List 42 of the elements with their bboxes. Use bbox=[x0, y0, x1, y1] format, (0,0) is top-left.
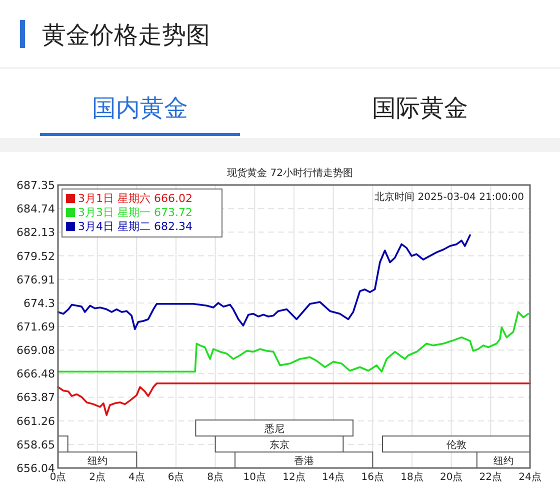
y-tick-label: 663.87 bbox=[16, 391, 55, 404]
y-tick-label: 674.3 bbox=[24, 296, 55, 310]
line-series bbox=[57, 311, 530, 373]
y-tick-label: 676.91 bbox=[16, 273, 55, 286]
y-tick-label: 666.48 bbox=[16, 368, 55, 381]
y-tick-label: 684.74 bbox=[16, 202, 55, 216]
y-tick-label: 687.35 bbox=[16, 179, 55, 192]
x-tick-label: 6点 bbox=[168, 471, 184, 483]
x-tick-label: 10点 bbox=[243, 471, 266, 483]
band-label: 东京 bbox=[269, 439, 290, 451]
x-tick-label: 12点 bbox=[282, 471, 306, 483]
text: 国际黄金 bbox=[372, 94, 468, 122]
legend-label: 3月3日 星期一 673.72 bbox=[78, 206, 192, 219]
band-label: 伦敦 bbox=[446, 439, 466, 451]
chart-title: 黄金价格走势图 bbox=[42, 21, 210, 49]
x-tick-label: 8点 bbox=[207, 471, 224, 483]
legend-label: 3月4日 星期二 682.34 bbox=[78, 220, 192, 233]
legend-label: 3月1日 星期六 666.02 bbox=[78, 192, 192, 205]
x-tick-label: 22点 bbox=[479, 471, 502, 483]
band-label: 纽约 bbox=[493, 455, 514, 467]
x-tick-label: 20点 bbox=[440, 471, 463, 483]
x-tick-label: 18点 bbox=[400, 471, 424, 483]
y-tick-label: 661.26 bbox=[16, 414, 55, 428]
y-tick-label: 679.52 bbox=[16, 250, 55, 263]
y-tick-label: 671.69 bbox=[16, 320, 55, 334]
line-series bbox=[57, 234, 471, 330]
annotation: 北京时间 2025-03-04 21:00:00 bbox=[374, 191, 524, 203]
y-tick-label: 658.65 bbox=[16, 438, 55, 452]
x-tick-label: 4点 bbox=[128, 471, 145, 483]
text: 国内黄金 bbox=[92, 94, 188, 122]
line-series bbox=[57, 382, 531, 416]
x-tick-label: 16点 bbox=[361, 471, 384, 483]
band-label: 纽约 bbox=[87, 455, 108, 467]
band-label: 悉尼 bbox=[263, 423, 284, 435]
band-label: 香港 bbox=[294, 455, 314, 467]
x-tick-label: 2点 bbox=[89, 471, 106, 483]
x-tick-label: 14点 bbox=[322, 471, 345, 483]
x-tick-label: 24点 bbox=[518, 471, 542, 483]
chart-subtitle: 现货黄金 72小时行情走势图 bbox=[227, 167, 353, 179]
y-tick-label: 669.08 bbox=[16, 344, 55, 358]
y-tick-label: 682.13 bbox=[16, 226, 55, 240]
x-tick-label: 0点 bbox=[50, 471, 66, 483]
